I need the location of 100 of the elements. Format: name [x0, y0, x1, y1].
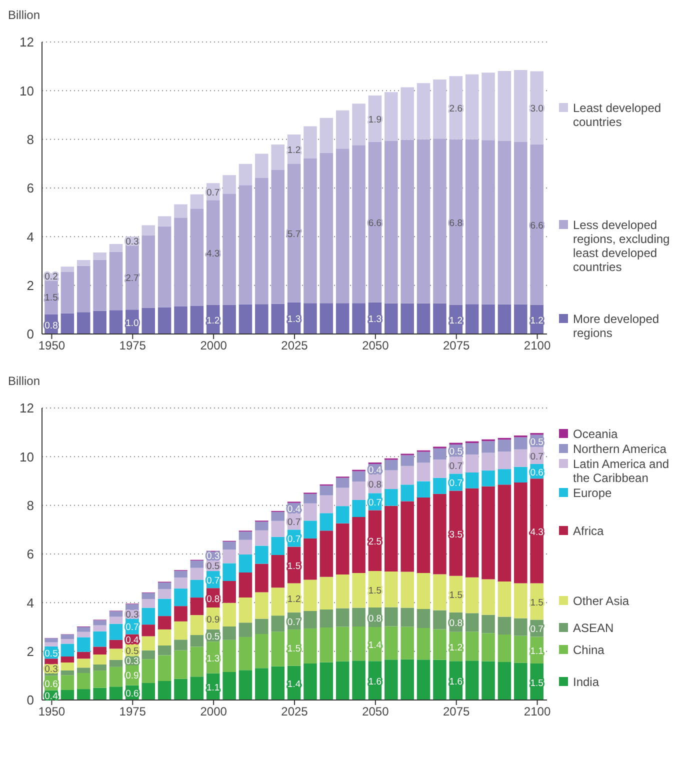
y-tick-label: 2: [26, 278, 34, 293]
bar: [336, 506, 350, 524]
bar: [482, 72, 495, 140]
bar: [465, 632, 479, 661]
bar: [93, 260, 106, 311]
data-label: 1.5: [530, 678, 544, 689]
data-label: 0.8: [368, 479, 382, 490]
bar: [174, 650, 188, 679]
bar: [433, 478, 446, 494]
y-axis-title: Billion: [8, 8, 40, 22]
bar: [158, 681, 172, 700]
bar: [433, 460, 446, 478]
bar: [142, 225, 156, 236]
bar: [190, 306, 204, 334]
data-label: 1.2: [287, 594, 301, 605]
data-label: 0.8: [44, 320, 58, 332]
data-label: 1.1: [530, 646, 544, 658]
bar: [109, 660, 123, 667]
data-label: 1.5: [449, 590, 463, 602]
bar: [222, 626, 236, 640]
data-label: 0.7: [368, 498, 382, 509]
bar: [498, 634, 512, 662]
data-label: 4.3: [206, 248, 220, 260]
bar: [320, 576, 334, 610]
data-label: 0.7: [530, 451, 544, 462]
bar: [109, 624, 123, 640]
data-label: 2.6: [449, 104, 463, 115]
bar: [400, 87, 414, 140]
bar: [158, 582, 172, 590]
data-label: 0.7: [449, 461, 463, 472]
bar: [304, 494, 317, 504]
bar: [174, 588, 188, 606]
bar: [142, 608, 156, 625]
bar: [336, 608, 350, 627]
bar: [416, 628, 430, 660]
bar: [530, 144, 544, 305]
bar: [158, 655, 172, 682]
bar: [336, 661, 350, 700]
bar: [482, 470, 495, 486]
bar: [206, 200, 220, 305]
bar: [238, 540, 252, 554]
data-label: 1.5: [287, 644, 301, 655]
bar: [60, 644, 74, 656]
bar: [142, 624, 156, 636]
bar: [222, 672, 236, 700]
bar: [109, 244, 123, 252]
bar: [384, 141, 398, 304]
bar: [336, 110, 350, 149]
bar: [158, 616, 172, 630]
data-label: 0.4: [368, 464, 382, 476]
bar: [126, 604, 139, 610]
bar: [174, 204, 188, 218]
bar: [352, 626, 366, 661]
data-label: 0.5: [206, 560, 220, 572]
data-label: 0.5: [530, 436, 544, 448]
bar: [336, 478, 350, 488]
bar: [238, 185, 252, 304]
bar: [400, 303, 414, 334]
bar: [514, 449, 528, 467]
bar: [255, 530, 268, 546]
bar: [304, 664, 317, 700]
bar: [60, 313, 74, 334]
bar: [498, 440, 512, 452]
bar: [482, 441, 495, 453]
bar: [158, 226, 172, 308]
bar: [109, 666, 123, 687]
bar: [238, 554, 252, 572]
bar: [336, 626, 350, 662]
bar: [433, 79, 446, 139]
bar: [514, 583, 528, 618]
bar: [514, 304, 528, 334]
bar: [60, 656, 74, 663]
bar: [93, 654, 106, 664]
bar: [271, 170, 284, 304]
bar: [304, 503, 317, 521]
bar: [482, 140, 495, 304]
bar: [109, 686, 123, 700]
bar: [190, 646, 204, 677]
bar: [400, 608, 414, 627]
data-label: 0.7: [206, 576, 220, 587]
bar: [255, 618, 268, 634]
data-label: 1.1: [206, 682, 220, 694]
bar: [158, 598, 172, 616]
bar: [76, 627, 90, 632]
bar: [320, 662, 334, 700]
bar: [190, 676, 204, 700]
bar: [60, 639, 74, 644]
bar: [142, 592, 156, 600]
bar: [384, 92, 398, 142]
bar: [482, 304, 495, 334]
x-tick-label: 2100: [524, 338, 551, 353]
bar: [320, 609, 334, 628]
bar: [60, 272, 74, 314]
bar: [336, 523, 350, 574]
bar: [93, 252, 106, 260]
bar: [416, 462, 430, 482]
data-label: 0.8: [206, 594, 220, 605]
bar: [416, 660, 430, 700]
bar: [158, 589, 172, 599]
bar: [514, 466, 528, 482]
